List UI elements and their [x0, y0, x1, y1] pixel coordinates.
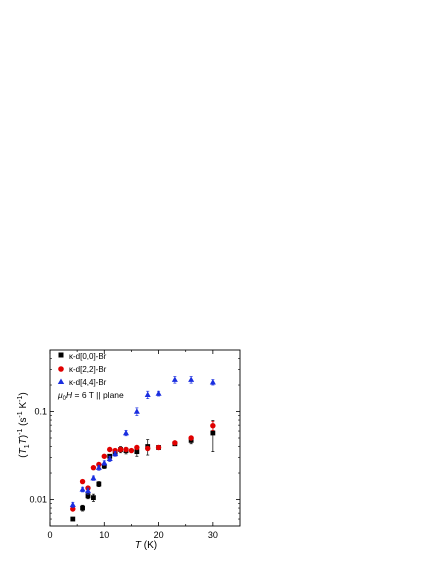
- x-tick-label: 20: [154, 530, 164, 540]
- data-point-circle: [145, 445, 151, 452]
- data-point-triangle: [123, 429, 129, 436]
- data-point-triangle: [133, 408, 140, 414]
- data-point-triangle: [144, 391, 151, 397]
- data-point-square: [210, 430, 216, 436]
- data-point-triangle: [171, 376, 178, 382]
- data-point-circle: [107, 446, 113, 453]
- legend-label-series-2: κ-d[2,2]-Br: [69, 365, 107, 374]
- legend-label-series-3: κ-d[4,4]-Br: [69, 378, 107, 387]
- data-point-triangle: [69, 501, 76, 508]
- y-tick-label: 0.01: [29, 495, 47, 505]
- data-point-circle: [90, 464, 97, 471]
- data-point-triangle: [112, 450, 119, 457]
- legend: κ-d[0,0]-Br κ-d[2,2]-Br κ-d[4,4]-Br: [57, 352, 107, 387]
- x-tick-label: 10: [99, 530, 109, 540]
- data-point-circle: [79, 478, 86, 485]
- data-point-circle: [123, 446, 129, 453]
- data-point-triangle: [188, 376, 195, 382]
- data-point-triangle: [155, 390, 162, 396]
- data-point-square: [80, 505, 85, 511]
- data-point-circle: [134, 444, 140, 451]
- y-axis-title: (T1T)-1 (s-1 K-1): [17, 392, 31, 457]
- data-point-circle: [117, 446, 124, 453]
- data-point-triangle: [106, 455, 113, 462]
- data-point-triangle: [90, 474, 97, 481]
- data-point-square: [101, 463, 107, 469]
- data-point-square: [70, 516, 76, 522]
- data-point-triangle: [85, 487, 91, 494]
- data-point-triangle: [209, 379, 216, 385]
- data-point-circle: [188, 435, 194, 441]
- series-3: [69, 376, 216, 508]
- data-point-circle: [210, 422, 216, 429]
- data-point-triangle: [101, 459, 108, 466]
- x-axis-title: T (K): [135, 540, 157, 551]
- data-point-circle: [101, 453, 107, 459]
- legend-marker-circle: [58, 366, 64, 372]
- data-point-triangle: [95, 464, 102, 470]
- data-point-circle: [155, 444, 162, 451]
- data-point-square: [134, 449, 140, 455]
- y-tick-label: 0.1: [34, 407, 47, 417]
- legend-label-series-1: κ-d[0,0]-Br: [69, 352, 107, 361]
- x-tick-label: 0: [47, 530, 52, 540]
- field-annotation: μ0H = 6 T || plane: [57, 390, 124, 402]
- data-point-square: [96, 481, 102, 487]
- x-tick-label: 30: [208, 530, 218, 540]
- data-point-triangle: [79, 486, 86, 492]
- data-point-circle: [172, 440, 178, 446]
- legend-marker-square: [58, 352, 64, 358]
- legend-marker-triangle: [57, 378, 65, 384]
- data-point-square: [91, 495, 96, 501]
- data-point-square: [85, 493, 91, 499]
- data-point-circle: [128, 447, 135, 454]
